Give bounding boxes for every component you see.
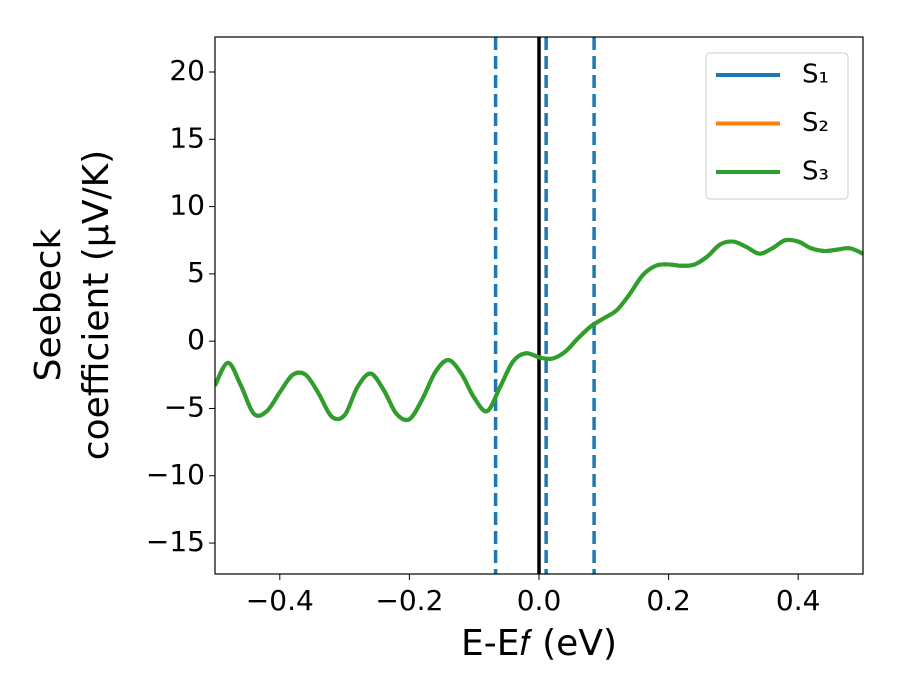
y-axis-label: Seebeck — [28, 228, 69, 381]
y-axis-label: coefficient (μV/K) — [76, 150, 117, 460]
plot-area — [215, 37, 863, 574]
x-tick-label: −0.2 — [375, 584, 443, 617]
x-tick-label: 0.0 — [517, 584, 562, 617]
y-tick-label: −15 — [146, 525, 205, 558]
legend-label: S₁ — [802, 60, 829, 90]
y-tick-label: 20 — [169, 54, 205, 87]
x-tick-label: −0.4 — [246, 584, 314, 617]
x-tick-label: 0.4 — [776, 584, 821, 617]
legend-label: S₂ — [802, 108, 829, 138]
y-tick-label: 5 — [187, 256, 205, 289]
legend-label: S₃ — [802, 157, 829, 187]
plot-frame — [214, 36, 864, 575]
x-tick-label: 0.2 — [646, 584, 691, 617]
y-tick-label: −5 — [164, 390, 205, 423]
y-tick-label: 0 — [187, 323, 205, 356]
y-tick-label: 10 — [169, 189, 205, 222]
data-line — [215, 237, 863, 423]
x-axis-label: E-E𝑓 (eV) — [461, 623, 617, 664]
y-tick-label: 15 — [169, 121, 205, 154]
y-tick-label: −10 — [146, 458, 205, 491]
legend-box — [705, 52, 849, 200]
